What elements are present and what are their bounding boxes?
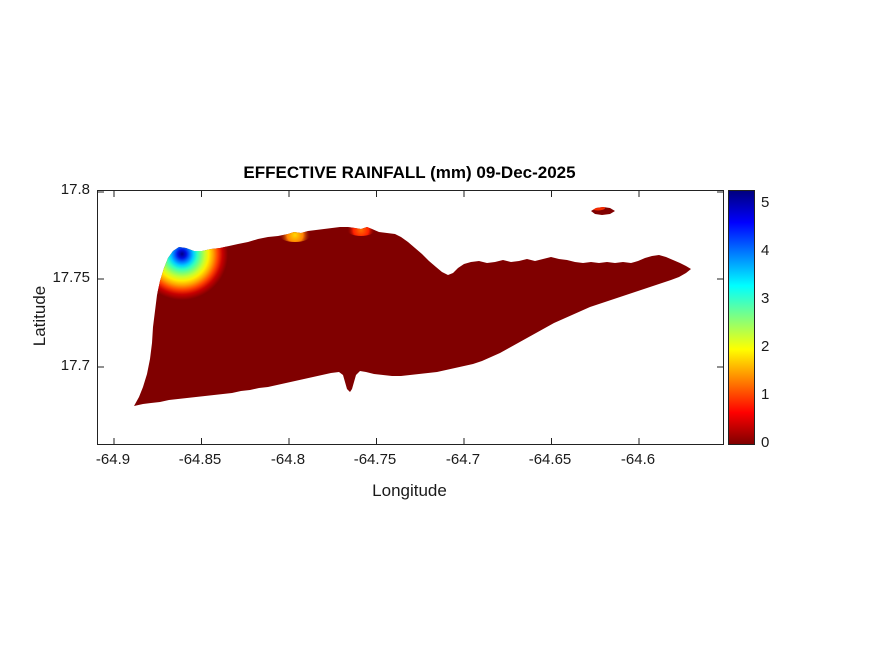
islet-red-edge bbox=[591, 207, 605, 211]
plot-area bbox=[97, 190, 724, 445]
x-tick-label: -64.8 bbox=[270, 451, 306, 468]
x-axis-label: Longitude bbox=[372, 481, 447, 500]
colorbar-tick-label: 4 bbox=[761, 242, 770, 259]
x-tick-label: -64.9 bbox=[95, 451, 131, 468]
colorbar bbox=[728, 190, 755, 445]
chart-title: EFFECTIVE RAINFALL (mm) 09-Dec-2025 bbox=[243, 163, 576, 182]
x-tick-label: -64.65 bbox=[528, 451, 572, 468]
x-tick-label: -64.7 bbox=[445, 451, 481, 468]
y-tick-label: 17.7 bbox=[60, 357, 90, 374]
colorbar-tick-label: 0 bbox=[761, 434, 770, 451]
colorbar-tick-label: 3 bbox=[761, 290, 770, 307]
island-shape bbox=[134, 227, 691, 406]
colorbar-tick-label: 5 bbox=[761, 194, 770, 211]
y-tick-label: 17.8 bbox=[60, 181, 90, 198]
rainfall-hotspot bbox=[136, 227, 228, 300]
x-tick-label: -64.6 bbox=[620, 451, 656, 468]
coast-streak-east bbox=[347, 227, 375, 236]
colorbar-tick-label: 2 bbox=[761, 338, 770, 355]
y-axis-label: Latitude bbox=[30, 285, 49, 347]
x-tick-label: -64.85 bbox=[178, 451, 222, 468]
axis-ticks bbox=[98, 191, 723, 444]
island-heatmap-svg bbox=[98, 191, 723, 444]
coast-streak-west bbox=[279, 228, 311, 242]
colorbar-tick-label: 1 bbox=[761, 386, 770, 403]
y-tick-label: 17.75 bbox=[52, 269, 90, 286]
x-tick-label: -64.75 bbox=[353, 451, 397, 468]
